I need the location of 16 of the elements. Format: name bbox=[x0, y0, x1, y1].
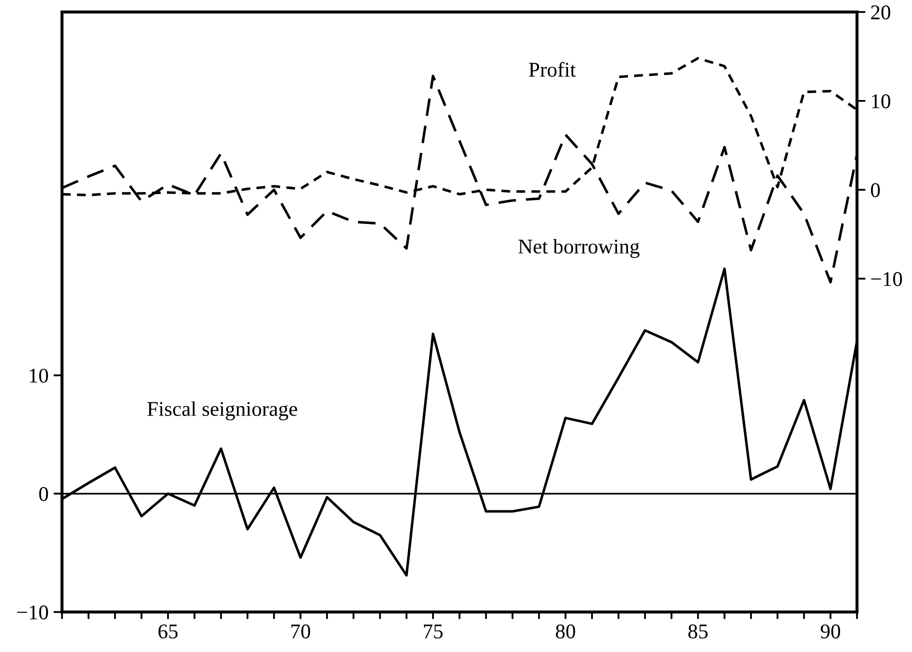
y2-tick-label: −10 bbox=[871, 272, 902, 286]
series-label: Fiscal seigniorage bbox=[147, 401, 298, 420]
y2-tick-label: 20 bbox=[871, 5, 890, 20]
y2-tick-label: 10 bbox=[872, 94, 890, 108]
y-tick-label: 10 bbox=[30, 368, 48, 383]
x-tick-label: 90 bbox=[820, 624, 840, 638]
x-tick-label: 70 bbox=[291, 624, 310, 638]
x-tick-label: 85 bbox=[688, 624, 708, 638]
series-label: Profit bbox=[529, 62, 576, 77]
x-tick-label: 80 bbox=[556, 624, 576, 638]
series-label: Net borrowing bbox=[518, 238, 640, 258]
y-tick-label: −10 bbox=[17, 605, 48, 620]
y2-tick-label: 0 bbox=[870, 183, 880, 198]
x-tick-label: 75 bbox=[424, 624, 443, 638]
x-tick-label: 65 bbox=[158, 624, 178, 638]
y-tick-label: 0 bbox=[39, 487, 48, 502]
